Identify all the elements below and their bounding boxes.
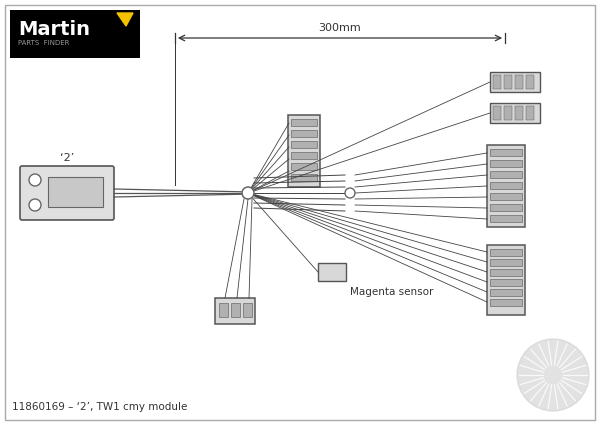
- Circle shape: [29, 199, 41, 211]
- Bar: [490, 269, 522, 276]
- Circle shape: [29, 174, 41, 186]
- Bar: [291, 163, 317, 170]
- Bar: [318, 263, 346, 281]
- Bar: [243, 303, 252, 317]
- Bar: [504, 75, 512, 89]
- Bar: [515, 106, 523, 120]
- Bar: [493, 75, 501, 89]
- Bar: [291, 119, 317, 126]
- Circle shape: [517, 339, 589, 411]
- Bar: [10, 10, 140, 58]
- Bar: [515, 75, 523, 89]
- Text: Magenta sensor: Magenta sensor: [350, 287, 433, 297]
- Bar: [291, 174, 317, 181]
- Bar: [490, 149, 522, 156]
- Bar: [493, 106, 501, 120]
- Bar: [48, 177, 103, 207]
- Bar: [231, 303, 240, 317]
- Bar: [490, 204, 522, 211]
- Bar: [487, 145, 525, 227]
- Bar: [526, 106, 534, 120]
- Bar: [490, 215, 522, 222]
- Polygon shape: [117, 13, 133, 26]
- Bar: [288, 115, 320, 187]
- Bar: [490, 171, 522, 178]
- Circle shape: [345, 188, 355, 198]
- Bar: [291, 141, 317, 148]
- Bar: [490, 160, 522, 167]
- Bar: [490, 103, 540, 123]
- Text: ‘2’: ‘2’: [60, 153, 74, 163]
- Bar: [504, 106, 512, 120]
- Bar: [291, 130, 317, 137]
- Bar: [490, 299, 522, 306]
- Bar: [526, 75, 534, 89]
- Circle shape: [242, 187, 254, 199]
- Text: 11860169 – ‘2’, TW1 cmy module: 11860169 – ‘2’, TW1 cmy module: [12, 402, 187, 412]
- Bar: [490, 279, 522, 286]
- Text: 300mm: 300mm: [319, 23, 361, 33]
- Bar: [219, 303, 228, 317]
- Bar: [215, 298, 255, 324]
- Bar: [291, 152, 317, 159]
- Bar: [490, 259, 522, 266]
- Bar: [490, 193, 522, 200]
- Bar: [490, 182, 522, 189]
- Text: Martin: Martin: [18, 20, 90, 39]
- Bar: [487, 245, 525, 315]
- Bar: [490, 72, 540, 92]
- Text: PARTS  FINDER: PARTS FINDER: [18, 40, 70, 46]
- Bar: [490, 289, 522, 296]
- Bar: [490, 249, 522, 256]
- FancyBboxPatch shape: [20, 166, 114, 220]
